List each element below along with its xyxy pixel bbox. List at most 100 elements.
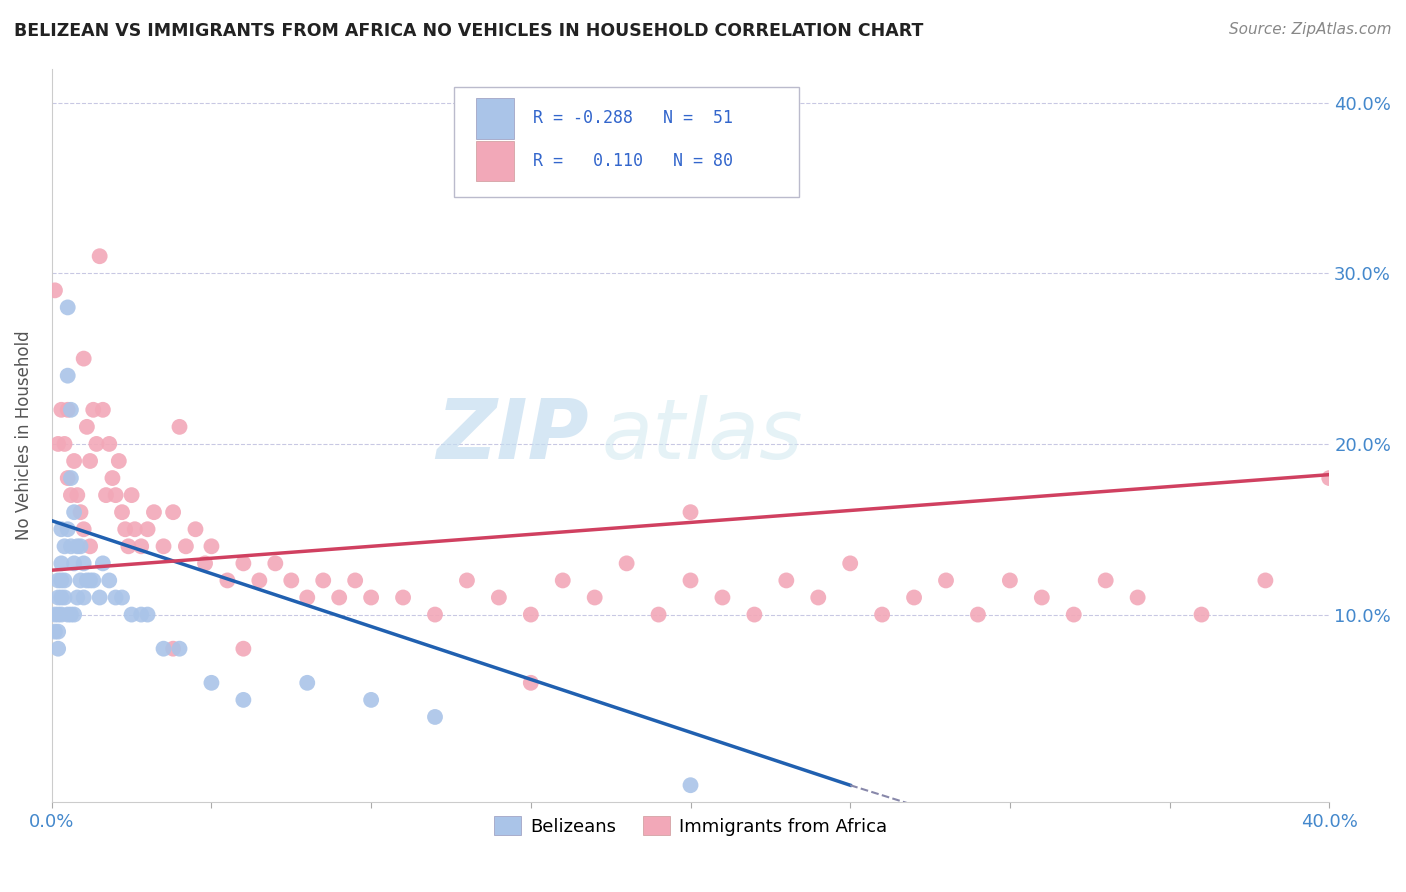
Point bbox=[280, 574, 302, 588]
Point bbox=[53, 539, 76, 553]
Point bbox=[82, 402, 104, 417]
Point bbox=[679, 778, 702, 792]
Point bbox=[66, 591, 89, 605]
Point bbox=[647, 607, 669, 622]
Point bbox=[1094, 574, 1116, 588]
Point bbox=[53, 574, 76, 588]
Point bbox=[104, 488, 127, 502]
Point bbox=[174, 539, 197, 553]
Point bbox=[63, 454, 86, 468]
Point bbox=[79, 454, 101, 468]
Point bbox=[121, 488, 143, 502]
Point bbox=[66, 488, 89, 502]
Point bbox=[76, 574, 98, 588]
Point bbox=[53, 591, 76, 605]
Point bbox=[136, 607, 159, 622]
Point bbox=[520, 607, 543, 622]
Point bbox=[967, 607, 990, 622]
Point bbox=[1254, 574, 1277, 588]
Point bbox=[456, 574, 478, 588]
Point bbox=[232, 693, 254, 707]
Point bbox=[56, 368, 79, 383]
Point bbox=[91, 557, 114, 571]
Point bbox=[264, 557, 287, 571]
Text: BELIZEAN VS IMMIGRANTS FROM AFRICA NO VEHICLES IN HOUSEHOLD CORRELATION CHART: BELIZEAN VS IMMIGRANTS FROM AFRICA NO VE… bbox=[14, 22, 924, 40]
Point bbox=[1191, 607, 1213, 622]
Point bbox=[129, 607, 152, 622]
Point bbox=[76, 420, 98, 434]
Point bbox=[46, 574, 69, 588]
Point bbox=[152, 539, 174, 553]
Y-axis label: No Vehicles in Household: No Vehicles in Household bbox=[15, 331, 32, 541]
Point bbox=[392, 591, 415, 605]
Point bbox=[111, 505, 134, 519]
Point bbox=[111, 591, 134, 605]
Point bbox=[63, 557, 86, 571]
Point bbox=[51, 557, 73, 571]
Point bbox=[117, 539, 139, 553]
Point bbox=[101, 471, 124, 485]
Point bbox=[583, 591, 606, 605]
Point bbox=[1317, 471, 1340, 485]
Point bbox=[903, 591, 925, 605]
Point bbox=[488, 591, 510, 605]
Point bbox=[51, 591, 73, 605]
Point bbox=[551, 574, 574, 588]
Point bbox=[1126, 591, 1149, 605]
Point bbox=[98, 437, 121, 451]
Point bbox=[46, 624, 69, 639]
FancyBboxPatch shape bbox=[454, 87, 799, 197]
Point bbox=[46, 641, 69, 656]
Text: ZIP: ZIP bbox=[436, 395, 588, 476]
Point bbox=[66, 539, 89, 553]
Point bbox=[51, 522, 73, 536]
Point bbox=[232, 557, 254, 571]
Point bbox=[121, 607, 143, 622]
Text: R =   0.110   N = 80: R = 0.110 N = 80 bbox=[533, 152, 734, 170]
Point bbox=[935, 574, 957, 588]
Point bbox=[46, 437, 69, 451]
Point bbox=[56, 607, 79, 622]
Point bbox=[807, 591, 830, 605]
Point bbox=[59, 471, 82, 485]
Point bbox=[53, 437, 76, 451]
Point bbox=[136, 522, 159, 536]
Text: R = -0.288   N =  51: R = -0.288 N = 51 bbox=[533, 110, 734, 128]
Point bbox=[59, 607, 82, 622]
Point bbox=[1031, 591, 1053, 605]
Point bbox=[775, 574, 797, 588]
Point bbox=[297, 675, 319, 690]
Point bbox=[91, 402, 114, 417]
Point bbox=[520, 675, 543, 690]
Point bbox=[998, 574, 1021, 588]
Point bbox=[744, 607, 766, 622]
Point bbox=[51, 607, 73, 622]
Point bbox=[73, 557, 96, 571]
Text: atlas: atlas bbox=[602, 395, 803, 476]
Point bbox=[328, 591, 350, 605]
Point bbox=[200, 539, 222, 553]
Point bbox=[679, 574, 702, 588]
Point bbox=[69, 539, 91, 553]
Legend: Belizeans, Immigrants from Africa: Belizeans, Immigrants from Africa bbox=[485, 807, 896, 845]
Point bbox=[44, 624, 66, 639]
Point bbox=[73, 522, 96, 536]
Point bbox=[56, 402, 79, 417]
Point bbox=[679, 505, 702, 519]
Point bbox=[63, 505, 86, 519]
Point bbox=[56, 471, 79, 485]
Point bbox=[98, 574, 121, 588]
Point bbox=[169, 641, 191, 656]
Point bbox=[360, 591, 382, 605]
Point bbox=[69, 574, 91, 588]
Point bbox=[217, 574, 239, 588]
Point bbox=[86, 437, 108, 451]
Point bbox=[89, 249, 111, 263]
Point bbox=[51, 402, 73, 417]
Point bbox=[1063, 607, 1085, 622]
Point bbox=[232, 641, 254, 656]
Point bbox=[162, 641, 184, 656]
Point bbox=[51, 574, 73, 588]
FancyBboxPatch shape bbox=[475, 98, 515, 138]
Point bbox=[169, 420, 191, 434]
